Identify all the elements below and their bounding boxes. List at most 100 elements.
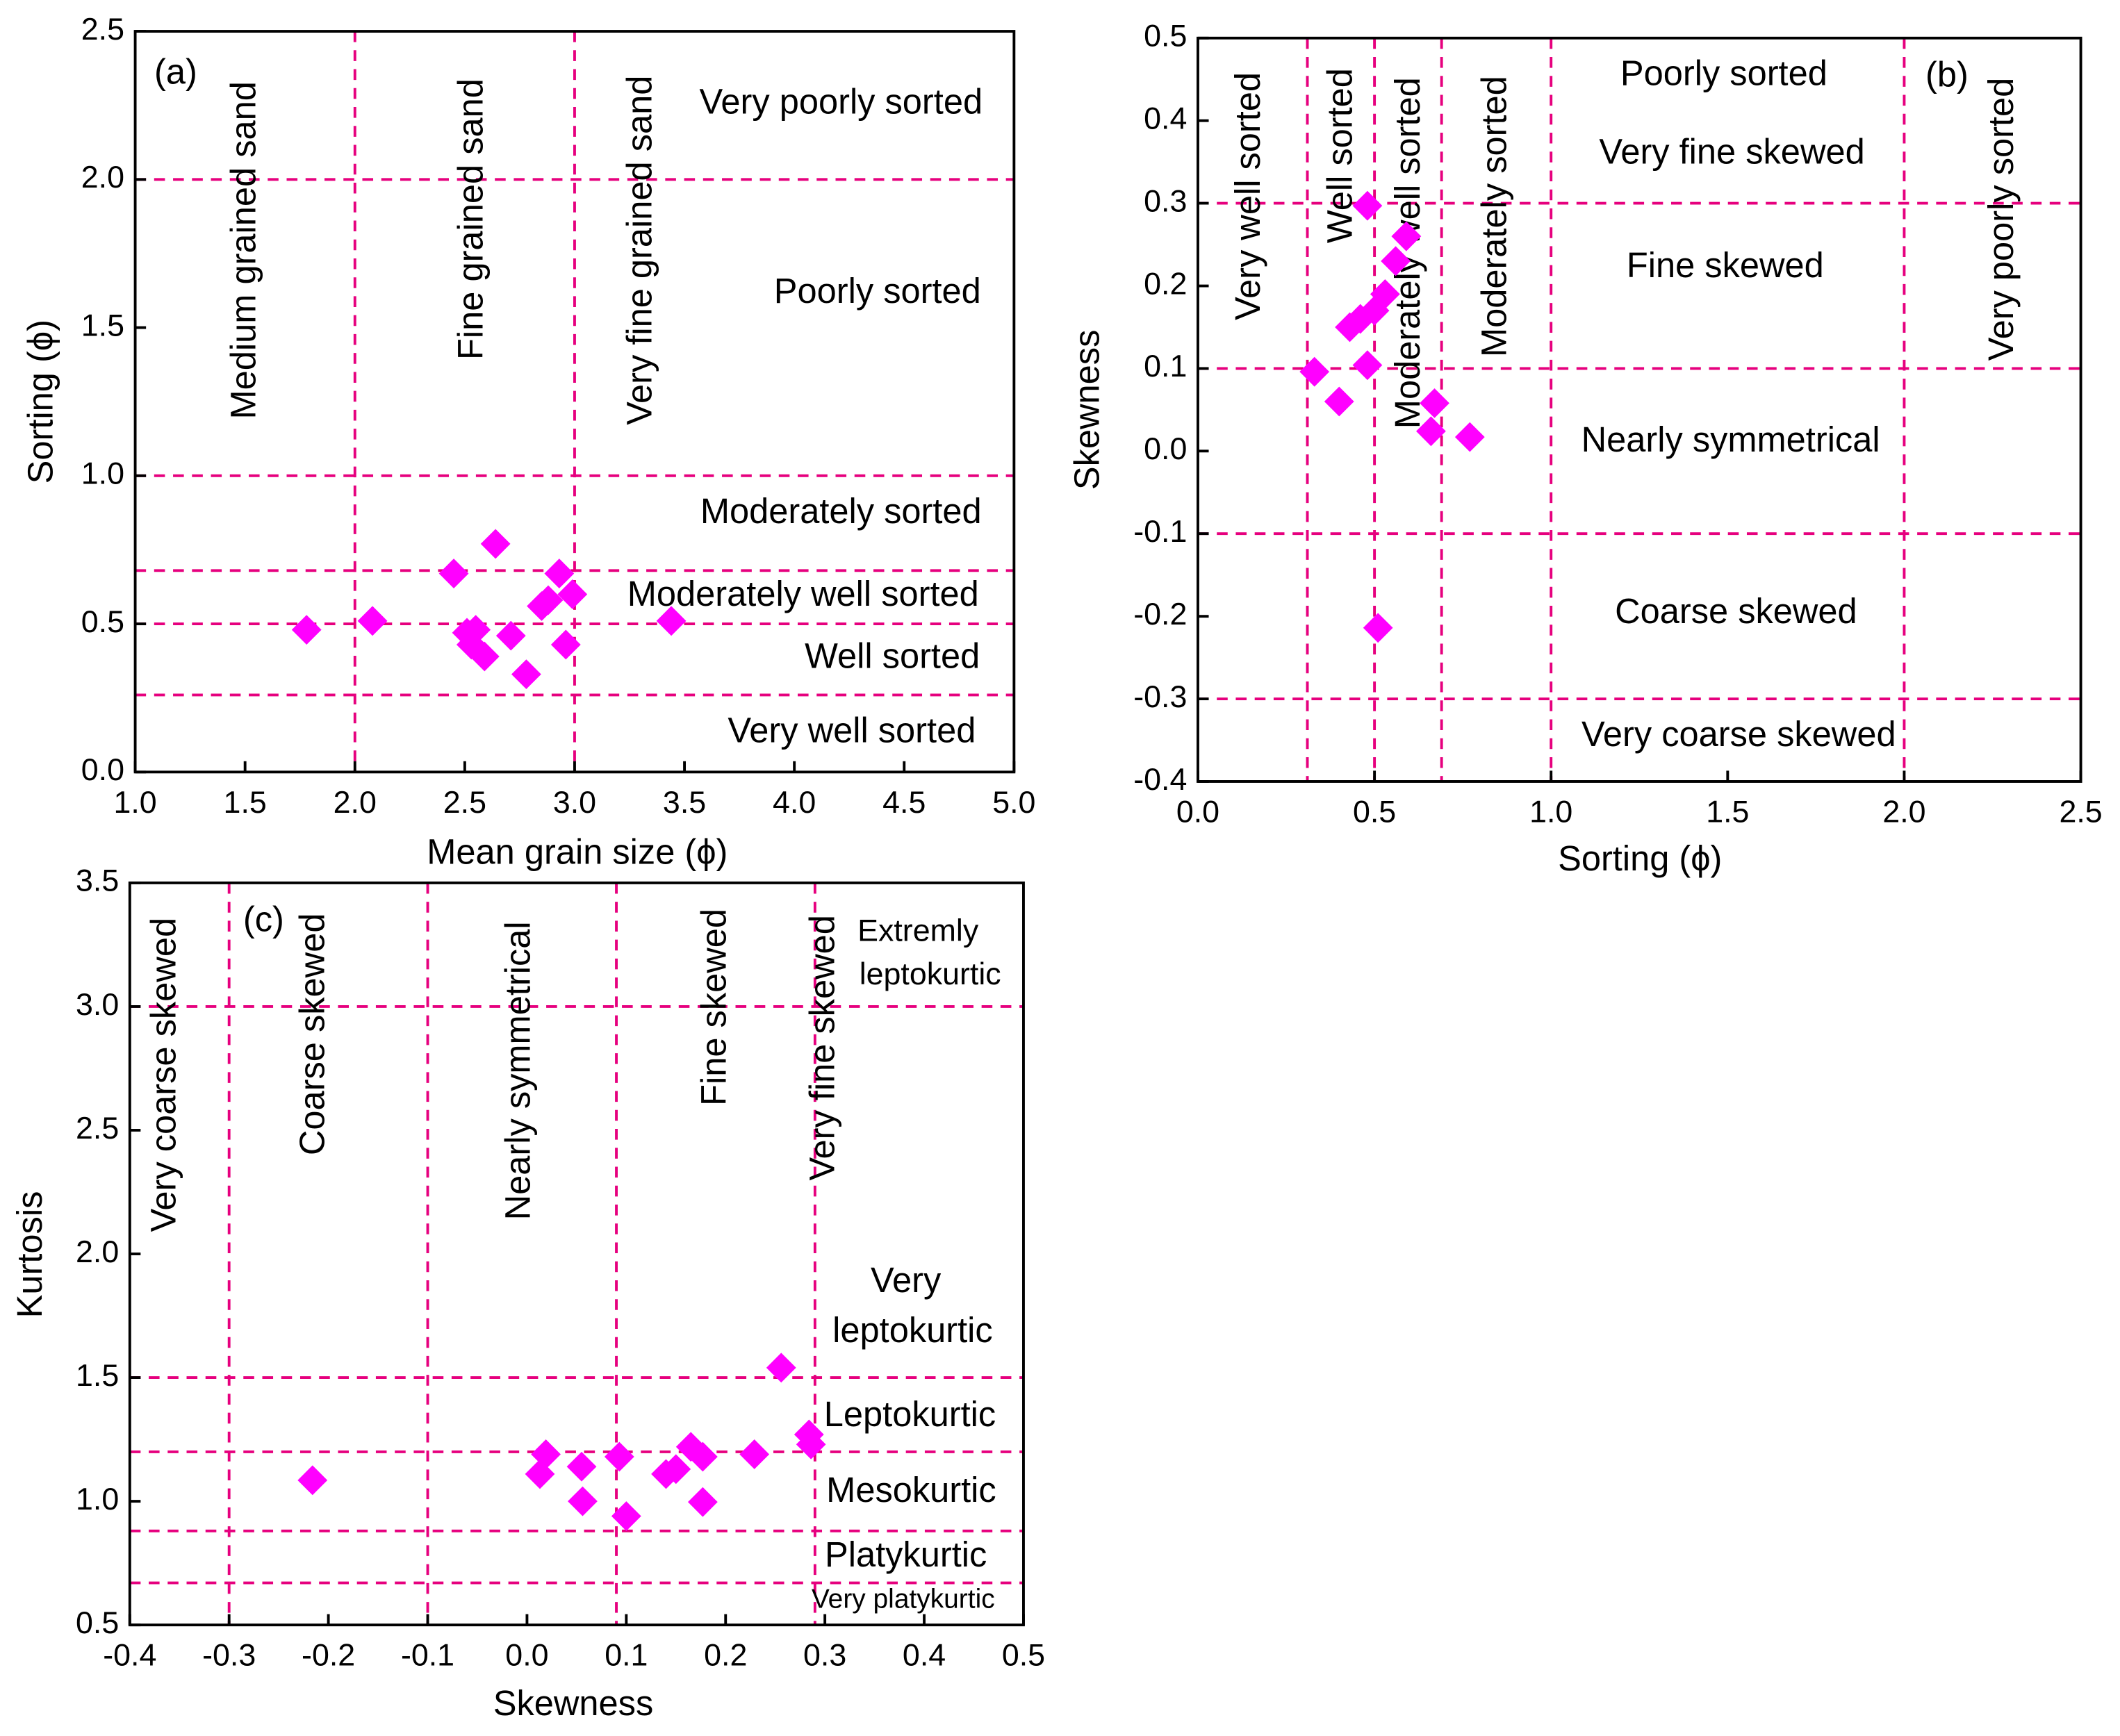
region-label: Moderately sorted	[1474, 76, 1513, 357]
y-tick-label: 3.5	[76, 863, 119, 898]
region-label: Moderately well sorted	[627, 574, 979, 613]
plot-frame	[1197, 36, 2082, 783]
region-label: Very well sorted	[728, 710, 976, 750]
region-label: Well sorted	[1320, 68, 1360, 243]
x-tick-label: 0.4	[903, 1638, 946, 1673]
plot-frame	[128, 881, 1025, 1627]
data-point	[568, 1486, 598, 1516]
data-point	[611, 1501, 641, 1531]
x-tick-label: -0.1	[401, 1638, 454, 1673]
region-label: Very well sorted	[1228, 72, 1267, 320]
x-tick-label: 2.0	[334, 785, 377, 820]
region-label: Fine skewed	[1627, 245, 1824, 285]
region-label: Very fine grained sand	[620, 76, 659, 425]
region-label: Well sorted	[805, 636, 980, 675]
x-tick-label: 2.5	[443, 785, 486, 820]
region-label: Very fine skewed	[802, 915, 841, 1180]
data-point	[557, 579, 588, 609]
data-point	[480, 529, 511, 559]
region-label: Poorly sorted	[1620, 53, 1827, 93]
data-point	[1381, 246, 1411, 276]
data-point	[1363, 613, 1393, 643]
y-tick-label: 2.5	[81, 12, 124, 47]
x-tick-label: 4.5	[882, 785, 926, 820]
y-tick-label: 0.4	[1144, 101, 1187, 136]
panel-label: (a)	[154, 52, 197, 92]
region-label: Very coarse skewed	[1581, 714, 1896, 754]
region-label: Very platykurtic	[812, 1584, 995, 1614]
x-tick-label: 2.5	[2059, 794, 2102, 829]
x-tick-label: 3.0	[553, 785, 596, 820]
x-tick-label: 5.0	[992, 785, 1035, 820]
panel-label: (c)	[243, 900, 284, 939]
data-point	[357, 606, 388, 636]
data-point	[687, 1487, 718, 1517]
region-label: Coarse skewed	[1615, 591, 1857, 631]
x-tick-label: 0.0	[1176, 794, 1219, 829]
data-point	[794, 1419, 824, 1450]
region-label: Moderately sorted	[700, 491, 982, 531]
region-label: Fine skewed	[694, 909, 734, 1106]
y-tick-label: -0.4	[1133, 762, 1187, 797]
y-tick-label: 0.2	[1144, 266, 1187, 301]
y-tick-label: 2.5	[76, 1111, 119, 1146]
data-point	[550, 629, 581, 660]
region-label: Platykurtic	[825, 1535, 987, 1574]
data-point	[766, 1353, 796, 1383]
region-label: leptokurtic	[832, 1310, 993, 1350]
region-label: Leptokurtic	[824, 1394, 996, 1434]
region-label: Very poorly sorted	[1981, 78, 2021, 361]
data-point	[1420, 388, 1449, 418]
y-axis-label: Sorting (ϕ)	[21, 320, 60, 483]
y-tick-label: 0.5	[1144, 19, 1187, 53]
region-label: Coarse skewed	[293, 914, 332, 1156]
region-label: Medium grained sand	[223, 81, 263, 419]
data-point	[687, 1441, 718, 1472]
data-point	[1416, 416, 1446, 447]
panel-label: (b)	[1925, 55, 1969, 94]
data-point	[291, 615, 322, 645]
data-point	[1324, 386, 1354, 417]
data-point	[525, 1459, 555, 1489]
y-tick-label: 0.0	[1144, 431, 1187, 466]
data-point	[297, 1465, 328, 1496]
y-tick-label: 1.0	[76, 1482, 119, 1516]
data-point	[739, 1439, 770, 1469]
data-point	[511, 659, 541, 690]
data-point	[656, 606, 687, 636]
y-axis-label: Kurtosis	[10, 1191, 49, 1318]
data-point	[533, 585, 564, 615]
data-point	[1454, 422, 1485, 452]
region-label: Nearly symmetrical	[1581, 420, 1880, 459]
x-tick-label: 3.5	[663, 785, 706, 820]
y-tick-label: 0.1	[1144, 349, 1187, 383]
data-point	[544, 559, 575, 588]
y-tick-label: 0.5	[76, 1605, 119, 1640]
x-axis-label: Mean grain size (ϕ)	[427, 832, 728, 871]
y-tick-label: 3.0	[76, 987, 119, 1022]
x-tick-label: 1.5	[1706, 794, 1749, 829]
x-tick-label: 1.5	[224, 785, 267, 820]
x-axis-label: Skewness	[493, 1683, 654, 1723]
y-tick-label: 1.0	[81, 456, 124, 491]
data-point	[1299, 356, 1330, 387]
data-point	[566, 1451, 597, 1482]
x-axis-label: Sorting (ϕ)	[1558, 838, 1722, 878]
region-label: Very poorly sorted	[699, 81, 983, 121]
x-tick-label: 0.3	[803, 1638, 846, 1673]
data-point	[469, 641, 500, 672]
y-tick-label: 0.0	[81, 752, 124, 787]
region-label: Nearly symmetrical	[498, 921, 537, 1220]
y-tick-label: 0.5	[81, 604, 124, 639]
y-tick-label: 1.5	[81, 308, 124, 342]
data-point	[438, 559, 469, 588]
region-label: Fine grained sand	[450, 78, 490, 360]
y-tick-label: 2.0	[81, 160, 124, 195]
data-point	[1352, 350, 1383, 381]
region-label: Very coarse skewed	[144, 918, 183, 1232]
x-tick-label: -0.2	[302, 1638, 355, 1673]
region-label: Very	[871, 1260, 942, 1300]
x-tick-label: 0.1	[605, 1638, 648, 1673]
region-label: Extremly	[857, 914, 979, 948]
